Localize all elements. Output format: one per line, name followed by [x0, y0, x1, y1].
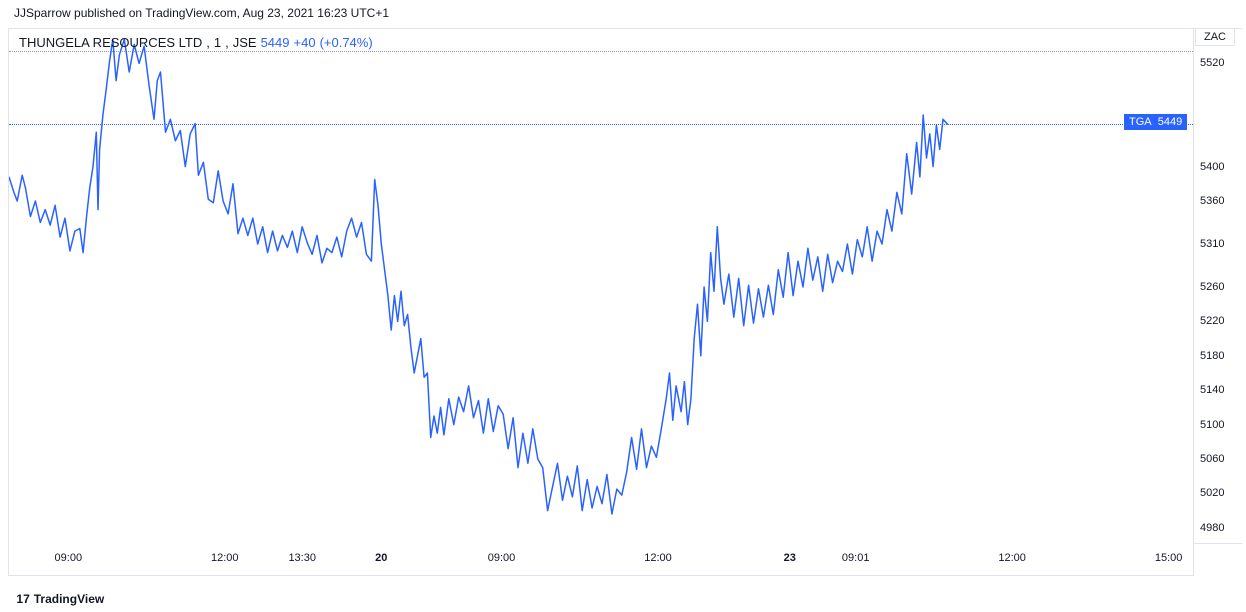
y-axis[interactable]: 4980 5020 5060 5100 5140 5180 5220 5260 5310 5360…: [1194, 28, 1242, 544]
chart-panel[interactable]: THUNGELA RESOURCES LTD, 1, JSE 5449 +40 …: [8, 28, 1194, 576]
x-axis-tick: 15:00: [1155, 552, 1183, 564]
y-axis-tick: 5060: [1200, 453, 1224, 465]
y-axis-tick: 5520: [1200, 57, 1224, 69]
y-axis-tick: 5140: [1200, 384, 1224, 396]
y-axis-tick: 5220: [1200, 315, 1224, 327]
chart-legend: THUNGELA RESOURCES LTD, 1, JSE 5449 +40 …: [19, 35, 373, 50]
attribution-brand: TradingView: [34, 592, 104, 606]
legend-change-pct: (+0.74%): [320, 35, 373, 50]
x-axis[interactable]: 09:00 12:00 13:30 20 09:00 12:00 23 09:01 12:00 1…: [8, 544, 1194, 576]
x-axis-tick: 09:00: [55, 552, 83, 564]
x-axis-tick: 13:30: [288, 552, 316, 564]
x-axis-tick: 23: [784, 552, 796, 564]
x-axis-tick: 12:00: [998, 552, 1026, 564]
price-tag: TGA 5449: [1124, 114, 1187, 130]
legend-price: 5449: [261, 35, 290, 50]
attribution: 17 TradingView: [14, 592, 104, 606]
x-axis-tick: 12:00: [644, 552, 672, 564]
x-axis-tick: 09:01: [842, 552, 870, 564]
y-axis-tick: 5020: [1200, 487, 1224, 499]
y-axis-tick: 5100: [1200, 419, 1224, 431]
legend-change: +40: [294, 35, 316, 50]
y-axis-tick: 4980: [1200, 522, 1224, 534]
price-tag-value: 5449: [1158, 116, 1182, 128]
legend-interval: 1: [214, 35, 221, 50]
y-axis-tick: 5360: [1200, 195, 1224, 207]
y-axis-tick: 5180: [1200, 350, 1224, 362]
y-axis-tick: 5310: [1200, 238, 1224, 250]
legend-exchange: JSE: [233, 35, 257, 50]
y-axis-tick: 5400: [1200, 161, 1224, 173]
x-axis-tick: 20: [375, 552, 387, 564]
x-axis-tick: 12:00: [211, 552, 239, 564]
publish-info: JJSparrow published on TradingView.com, …: [14, 6, 389, 20]
price-tag-ticker: TGA: [1129, 116, 1152, 128]
y-axis-tick: 5260: [1200, 281, 1224, 293]
x-axis-tick: 09:00: [488, 552, 516, 564]
tradingview-logo-icon: 17: [14, 592, 30, 606]
price-line-chart: [9, 29, 1195, 545]
legend-symbol: THUNGELA RESOURCES LTD: [19, 35, 202, 50]
